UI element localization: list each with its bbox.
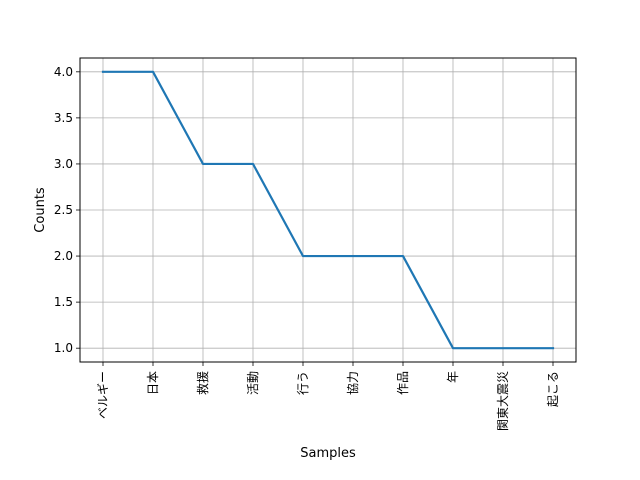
y-tick-label: 1.5 <box>54 295 73 309</box>
y-axis-label: Counts <box>33 187 48 233</box>
y-tick-label: 3.5 <box>54 111 73 125</box>
y-tick-label: 2.5 <box>54 203 73 217</box>
x-tick-label: 救援 <box>195 371 210 395</box>
x-tick-label: 行う <box>296 371 310 395</box>
grid-lines <box>80 58 576 362</box>
series-layer <box>101 70 555 350</box>
x-tick-label: 年 <box>446 371 460 383</box>
x-tick-label: 起こる <box>546 371 560 407</box>
x-tick-label: 日本 <box>146 371 160 395</box>
y-tick-label: 1.0 <box>54 341 73 355</box>
y-tick-label: 4.0 <box>54 65 73 79</box>
series-line <box>101 70 555 350</box>
x-axis-ticks: ベルギー 日本 救援 活動 行う 協力 作品 年 関東大震災 起こる <box>96 362 560 431</box>
x-tick-label: 活動 <box>246 371 260 395</box>
y-tick-label: 3.0 <box>54 157 73 171</box>
y-tick-label: 2.0 <box>54 249 73 263</box>
x-axis-label: Samples <box>300 446 356 461</box>
x-tick-label: 関東大震災 <box>496 371 510 431</box>
x-tick-label: 協力 <box>345 371 360 395</box>
x-tick-label: ベルギー <box>96 371 110 419</box>
x-tick-label: 作品 <box>396 371 410 395</box>
y-axis-ticks: 1.0 1.5 2.0 2.5 3.0 3.5 4.0 <box>54 65 80 355</box>
